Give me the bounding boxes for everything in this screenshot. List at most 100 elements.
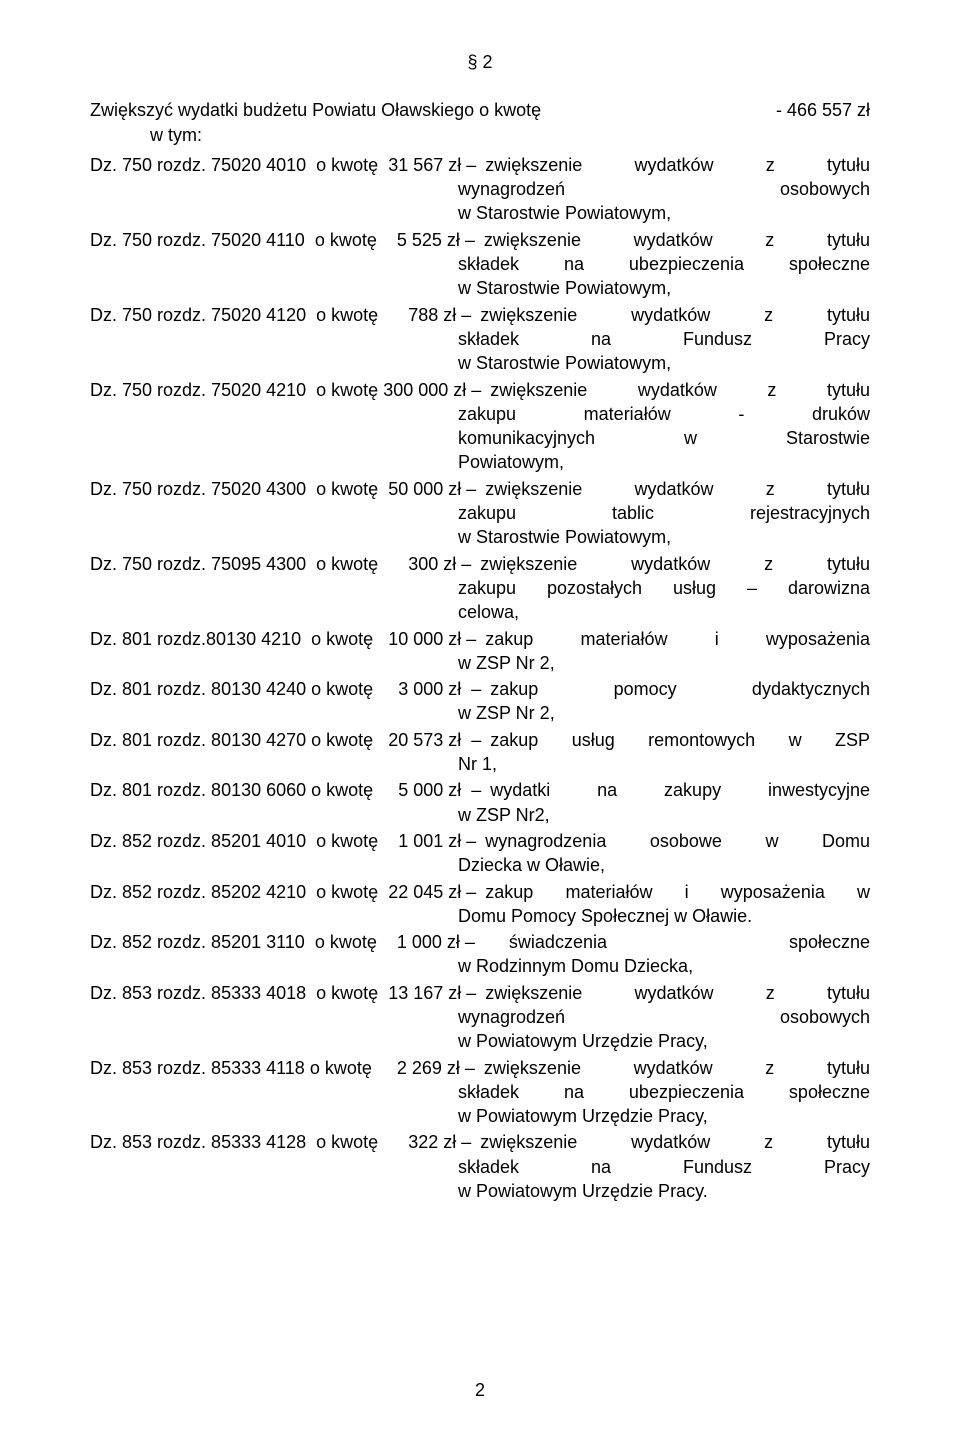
entry-amount: 31 567 zł – (388, 153, 481, 177)
intro-line2: w tym: (90, 123, 870, 147)
entry-prefix: Dz. 750 rozdz. 75020 4120 o kwotę (90, 303, 403, 327)
entry-first-line: Dz. 801 rozdz. 80130 4240 o kwotę 3 000 … (90, 677, 870, 701)
entry-amount: 22 045 zł – (388, 880, 481, 904)
entry-prefix: Dz. 750 rozdz. 75095 4300 o kwotę (90, 552, 408, 576)
entry-last-line: Domu Pomocy Społecznej w Oławie. (90, 904, 870, 928)
entry-amount: 5 525 zł – (392, 228, 480, 252)
entry-prefix: Dz. 853 rozdz. 85333 4118 o kwotę (90, 1056, 392, 1080)
entry-last-line: w Rodzinnym Domu Dziecka, (90, 954, 870, 978)
entry-amount: 13 167 zł – (388, 981, 481, 1005)
entry-description: zwiększenie wydatków z tytułu (476, 1130, 870, 1154)
entry-first-line: Dz. 750 rozdz. 75095 4300 o kwotę 300 zł… (90, 552, 870, 576)
entry-amount: 1 000 zł – (397, 930, 505, 954)
entry: Dz. 801 rozdz. 80130 6060 o kwotę 5 000 … (90, 778, 870, 827)
entry-last-line: Dziecka w Oławie, (90, 853, 870, 877)
entry-amount: 300 zł – (408, 552, 476, 576)
entry-description: zwiększenie wydatków z tytułu (476, 303, 870, 327)
entry-amount: 2 269 zł – (392, 1056, 480, 1080)
entry-description: zwiększenie wydatków z tytułu (481, 981, 870, 1005)
entry-amount: 322 zł – (408, 1130, 476, 1154)
page-number: 2 (0, 1378, 960, 1402)
entry-last-line: w Starostwie Powiatowym, (90, 351, 870, 375)
entry-first-line: Dz. 853 rozdz. 85333 4018 o kwotę 13 167… (90, 981, 870, 1005)
entry-last-line: w Starostwie Powiatowym, (90, 276, 870, 300)
entry-description: świadczenia społeczne (505, 930, 870, 954)
entry-first-line: Dz. 801 rozdz.80130 4210 o kwotę 10 000 … (90, 627, 870, 651)
entry-description: zwiększenie wydatków z tytułu (480, 228, 870, 252)
entry-description: zwiększenie wydatków z tytułu (486, 378, 870, 402)
entry-prefix: Dz. 853 rozdz. 85333 4018 o kwotę (90, 981, 388, 1005)
entry: Dz. 801 rozdz. 80130 4240 o kwotę 3 000 … (90, 677, 870, 726)
entry-last-line: w Powiatowym Urzędzie Pracy, (90, 1104, 870, 1128)
entry-description: zwiększenie wydatków z tytułu (476, 552, 870, 576)
entry-first-line: Dz. 750 rozdz. 75020 4210 o kwotę 300 00… (90, 378, 870, 402)
intro-right: - 466 557 zł (776, 98, 870, 122)
entry: Dz. 801 rozdz. 80130 4270 o kwotę 20 573… (90, 728, 870, 777)
entry-description: zakup materiałów i wyposażenia w (481, 880, 870, 904)
entry-prefix: Dz. 801 rozdz.80130 4210 o kwotę (90, 627, 388, 651)
entry: Dz. 801 rozdz.80130 4210 o kwotę 10 000 … (90, 627, 870, 676)
entry-first-line: Dz. 852 rozdz. 85201 4010 o kwotę 1 001 … (90, 829, 870, 853)
entry-description: zakup pomocy dydaktycznych (486, 677, 870, 701)
entry-amount: 788 zł – (403, 303, 476, 327)
entry-description: zwiększenie wydatków z tytułu (481, 153, 870, 177)
entry-amount: 3 000 zł – (393, 677, 486, 701)
entry-last-line: Nr 1, (90, 752, 870, 776)
entry-prefix: Dz. 852 rozdz. 85201 4010 o kwotę (90, 829, 393, 853)
entry: Dz. 852 rozdz. 85201 3110 o kwotę 1 000 … (90, 930, 870, 979)
entry-first-line: Dz. 750 rozdz. 75020 4300 o kwotę 50 000… (90, 477, 870, 501)
entry: Dz. 853 rozdz. 85333 4018 o kwotę 13 167… (90, 981, 870, 1054)
entry-continuation: wynagrodzeń osobowych (90, 177, 870, 201)
entry-last-line: w ZSP Nr 2, (90, 701, 870, 725)
entry: Dz. 852 rozdz. 85202 4210 o kwotę 22 045… (90, 880, 870, 929)
entry-amount: 20 573 zł – (388, 728, 486, 752)
entry-first-line: Dz. 852 rozdz. 85202 4210 o kwotę 22 045… (90, 880, 870, 904)
entry-description: wydatki na zakupy inwestycyjne (486, 778, 870, 802)
entry-continuation: zakupu pozostałych usług – darowizna (90, 576, 870, 600)
entry-last-line: w ZSP Nr 2, (90, 651, 870, 675)
entry-amount: 10 000 zł – (388, 627, 481, 651)
entry-amount: 5 000 zł – (393, 778, 486, 802)
entry-last-line: w ZSP Nr2, (90, 803, 870, 827)
entry-prefix: Dz. 750 rozdz. 75020 4300 o kwotę (90, 477, 388, 501)
entry-description: zwiększenie wydatków z tytułu (481, 477, 870, 501)
entry-prefix: Dz. 801 rozdz. 80130 4270 o kwotę (90, 728, 388, 752)
entry-amount: 50 000 zł – (388, 477, 481, 501)
entry: Dz. 750 rozdz. 75020 4110 o kwotę 5 525 … (90, 228, 870, 301)
entry-amount: 300 000 zł – (383, 378, 486, 402)
entry-continuation: składek na ubezpieczenia społeczne (90, 1080, 870, 1104)
entry-continuation: składek na Fundusz Pracy (90, 327, 870, 351)
entry-first-line: Dz. 750 rozdz. 75020 4010 o kwotę 31 567… (90, 153, 870, 177)
entry-amount: 1 001 zł – (393, 829, 481, 853)
entry-prefix: Dz. 750 rozdz. 75020 4210 o kwotę (90, 378, 383, 402)
intro-left: Zwiększyć wydatki budżetu Powiatu Oławsk… (90, 98, 541, 122)
entry: Dz. 750 rozdz. 75020 4120 o kwotę 788 zł… (90, 303, 870, 376)
entry-first-line: Dz. 852 rozdz. 85201 3110 o kwotę 1 000 … (90, 930, 870, 954)
entry: Dz. 853 rozdz. 85333 4128 o kwotę 322 zł… (90, 1130, 870, 1203)
entry: Dz. 852 rozdz. 85201 4010 o kwotę 1 001 … (90, 829, 870, 878)
entry-first-line: Dz. 801 rozdz. 80130 6060 o kwotę 5 000 … (90, 778, 870, 802)
entry-prefix: Dz. 750 rozdz. 75020 4110 o kwotę (90, 228, 392, 252)
entry: Dz. 750 rozdz. 75095 4300 o kwotę 300 zł… (90, 552, 870, 625)
entry-first-line: Dz. 750 rozdz. 75020 4120 o kwotę 788 zł… (90, 303, 870, 327)
entry-prefix: Dz. 852 rozdz. 85202 4210 o kwotę (90, 880, 388, 904)
entry-description: zakup materiałów i wyposażenia (481, 627, 870, 651)
entry-continuation: składek na ubezpieczenia społeczne (90, 252, 870, 276)
entry-prefix: Dz. 801 rozdz. 80130 4240 o kwotę (90, 677, 393, 701)
entry-last-line: w Starostwie Powiatowym, (90, 525, 870, 549)
entry-last-line: celowa, (90, 600, 870, 624)
entry-last-line: w Powiatowym Urzędzie Pracy. (90, 1179, 870, 1203)
entry-continuation: komunikacyjnych w Starostwie (90, 426, 870, 450)
entry: Dz. 750 rozdz. 75020 4010 o kwotę 31 567… (90, 153, 870, 226)
entry: Dz. 750 rozdz. 75020 4300 o kwotę 50 000… (90, 477, 870, 550)
entry-last-line: w Starostwie Powiatowym, (90, 201, 870, 225)
entry-description: wynagrodzenia osobowe w Domu (481, 829, 870, 853)
entry: Dz. 750 rozdz. 75020 4210 o kwotę 300 00… (90, 378, 870, 475)
section-marker: § 2 (90, 50, 870, 74)
entries-list: Dz. 750 rozdz. 75020 4010 o kwotę 31 567… (90, 153, 870, 1203)
entry-last-line: Powiatowym, (90, 450, 870, 474)
entry-prefix: Dz. 853 rozdz. 85333 4128 o kwotę (90, 1130, 408, 1154)
entry-description: zakup usług remontowych w ZSP (486, 728, 870, 752)
entry-first-line: Dz. 853 rozdz. 85333 4128 o kwotę 322 zł… (90, 1130, 870, 1154)
entry: Dz. 853 rozdz. 85333 4118 o kwotę 2 269 … (90, 1056, 870, 1129)
